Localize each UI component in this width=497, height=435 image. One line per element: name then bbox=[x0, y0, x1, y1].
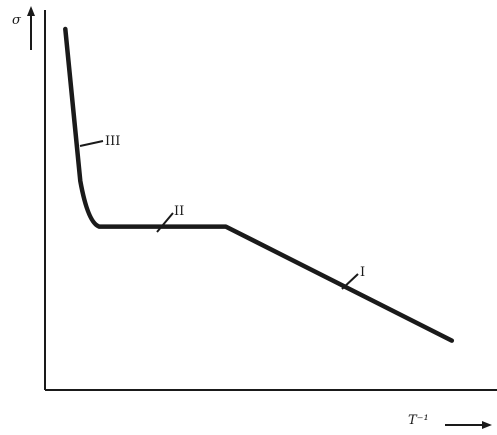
y-axis-label: σ bbox=[12, 13, 22, 28]
x-axis-label: T⁻¹ bbox=[408, 413, 429, 428]
region-i-leader bbox=[341, 273, 359, 290]
region-iii-leader bbox=[79, 140, 104, 147]
series-line bbox=[63, 26, 455, 343]
region-ii-leader bbox=[156, 212, 174, 233]
x-axis-arrow-icon bbox=[482, 421, 492, 429]
y-axis-arrow-icon bbox=[27, 6, 35, 16]
region-ii-label: II bbox=[174, 204, 184, 219]
region-iii-label: III bbox=[105, 134, 120, 149]
region-i-label: I bbox=[360, 265, 365, 280]
